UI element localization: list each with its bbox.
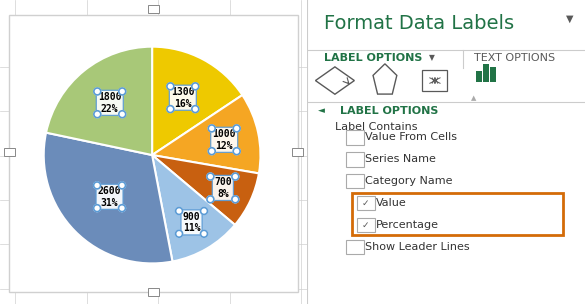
- Circle shape: [207, 196, 214, 203]
- Circle shape: [167, 105, 174, 112]
- Text: Series Name: Series Name: [365, 154, 436, 164]
- Circle shape: [94, 111, 101, 118]
- Circle shape: [208, 148, 215, 155]
- Circle shape: [94, 205, 101, 212]
- Circle shape: [201, 230, 208, 237]
- Circle shape: [233, 125, 240, 132]
- Text: Value From Cells: Value From Cells: [365, 133, 457, 142]
- FancyBboxPatch shape: [9, 15, 298, 292]
- Circle shape: [233, 148, 240, 155]
- Text: Label Contains: Label Contains: [335, 122, 418, 132]
- FancyBboxPatch shape: [476, 71, 482, 82]
- Circle shape: [207, 173, 214, 180]
- Text: Show Leader Lines: Show Leader Lines: [365, 242, 469, 252]
- Wedge shape: [152, 155, 259, 225]
- FancyBboxPatch shape: [483, 64, 489, 82]
- Circle shape: [208, 125, 215, 132]
- FancyBboxPatch shape: [148, 5, 159, 13]
- Circle shape: [192, 83, 199, 90]
- Text: ▼: ▼: [429, 53, 435, 62]
- Text: 1800
22%: 1800 22%: [98, 92, 122, 114]
- Circle shape: [176, 208, 183, 214]
- Circle shape: [119, 111, 126, 118]
- Text: TEXT OPTIONS: TEXT OPTIONS: [474, 53, 555, 63]
- Circle shape: [232, 173, 239, 180]
- Wedge shape: [46, 47, 152, 155]
- Text: ▲: ▲: [471, 95, 477, 101]
- Wedge shape: [44, 133, 173, 264]
- Wedge shape: [152, 47, 242, 155]
- Text: 2600
31%: 2600 31%: [98, 186, 121, 208]
- Text: Format Data Labels: Format Data Labels: [324, 14, 514, 33]
- Text: ▼: ▼: [566, 14, 573, 24]
- FancyBboxPatch shape: [346, 240, 363, 254]
- FancyBboxPatch shape: [357, 218, 374, 232]
- Text: 1300
16%: 1300 16%: [171, 87, 195, 109]
- Circle shape: [232, 196, 239, 203]
- Circle shape: [167, 83, 174, 90]
- Text: LABEL OPTIONS: LABEL OPTIONS: [324, 53, 422, 63]
- Circle shape: [119, 205, 126, 212]
- Text: Category Name: Category Name: [365, 176, 452, 186]
- Text: 900
11%: 900 11%: [183, 212, 200, 233]
- Text: Value: Value: [376, 198, 407, 208]
- Text: 700
8%: 700 8%: [214, 177, 232, 199]
- FancyBboxPatch shape: [346, 174, 363, 188]
- FancyBboxPatch shape: [292, 148, 304, 156]
- Circle shape: [94, 88, 101, 95]
- Text: LABEL OPTIONS: LABEL OPTIONS: [340, 106, 439, 116]
- Text: ✓: ✓: [362, 220, 370, 230]
- FancyBboxPatch shape: [357, 196, 374, 210]
- Circle shape: [94, 182, 101, 189]
- Circle shape: [176, 230, 183, 237]
- FancyBboxPatch shape: [148, 288, 159, 296]
- Text: ✓: ✓: [362, 199, 370, 208]
- Wedge shape: [152, 155, 235, 261]
- Circle shape: [192, 105, 199, 112]
- Circle shape: [201, 208, 208, 214]
- FancyBboxPatch shape: [4, 148, 15, 156]
- Text: ◄: ◄: [318, 106, 325, 116]
- Circle shape: [119, 88, 126, 95]
- FancyBboxPatch shape: [346, 130, 363, 145]
- Circle shape: [119, 182, 126, 189]
- Text: 1000
12%: 1000 12%: [212, 129, 236, 150]
- FancyBboxPatch shape: [490, 67, 496, 82]
- FancyBboxPatch shape: [346, 152, 363, 167]
- Wedge shape: [152, 95, 260, 173]
- Text: Percentage: Percentage: [376, 220, 439, 230]
